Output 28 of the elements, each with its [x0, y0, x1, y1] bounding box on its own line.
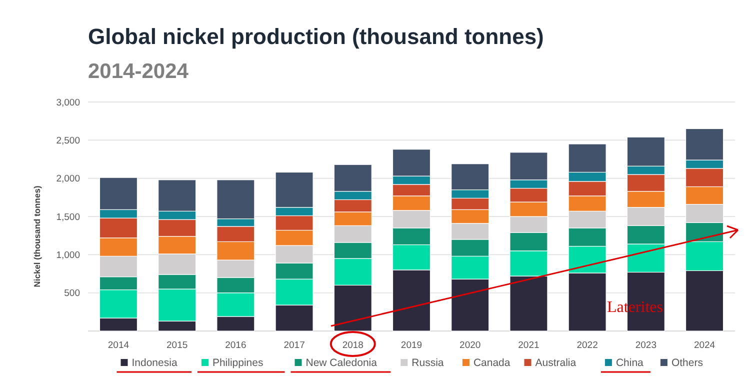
x-tick-label: 2022: [576, 340, 598, 351]
x-tick-label: 2017: [284, 340, 305, 351]
y-tick-label: 500: [64, 288, 80, 300]
y-tick-label: 2,500: [56, 135, 80, 146]
y-tick-label: 3,000: [56, 97, 80, 108]
x-tick-label: 2023: [635, 340, 656, 351]
x-tick-label: 2014: [108, 340, 130, 351]
legend-label: Canada: [473, 357, 510, 369]
y-tick-label: 2,000: [56, 174, 80, 185]
legend-label: Philippines: [212, 357, 264, 369]
y-tick-label: 1,000: [56, 250, 80, 261]
legend-label: Indonesia: [132, 357, 178, 369]
chart-title: Global nickel production (thousand tonnes): [88, 24, 544, 49]
y-axis-title: Nickel (thousand tonnes): [32, 186, 42, 288]
x-tick-label: 2019: [400, 340, 422, 351]
legend-label: New Caledonia: [306, 357, 378, 369]
legend-label: Australia: [535, 357, 576, 369]
legend-label: Others: [671, 357, 703, 369]
chart-subtitle: 2014-2024: [88, 60, 189, 83]
x-tick-label: 2024: [694, 340, 716, 351]
legend-label: China: [616, 357, 644, 369]
x-tick-label: 2020: [460, 340, 481, 351]
x-tick-label: 2016: [225, 340, 246, 351]
legend-label: Russia: [412, 357, 444, 369]
x-tick-label: 2021: [518, 340, 540, 351]
x-tick-label: 2015: [166, 340, 188, 351]
y-tick-label: 1,500: [56, 212, 80, 223]
x-tick-label: 2018: [342, 340, 364, 351]
